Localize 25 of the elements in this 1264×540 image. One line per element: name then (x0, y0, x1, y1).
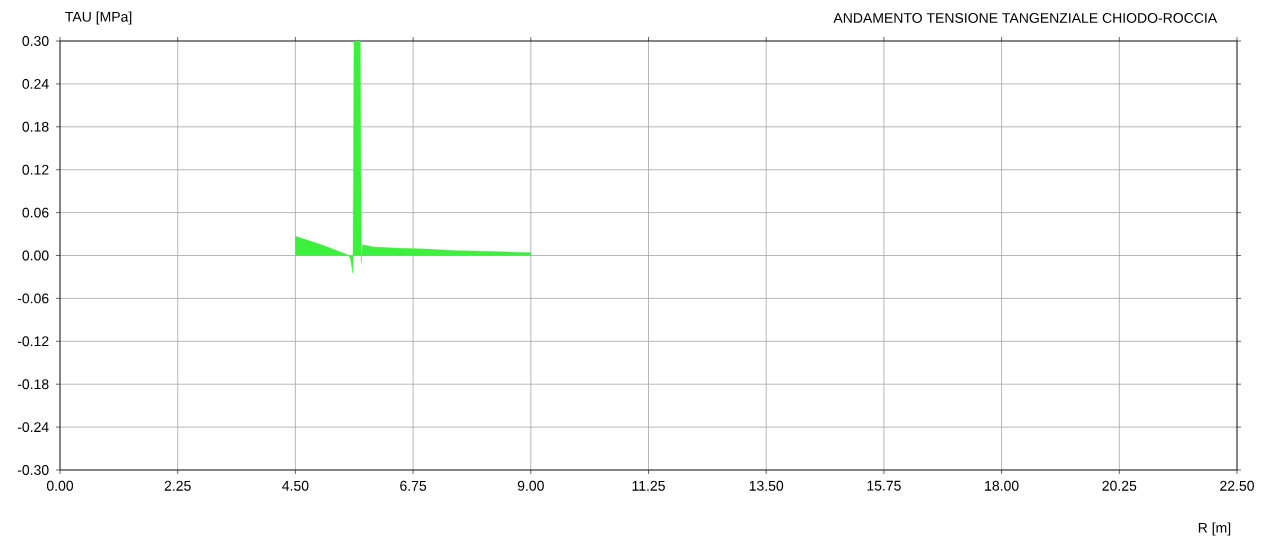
y-tick-label: -0.24 (17, 422, 49, 433)
x-tick-label: 13.50 (749, 480, 784, 491)
x-tick-label: 18.00 (985, 480, 1019, 491)
x-tick-label: 15.75 (867, 480, 901, 491)
x-tick-label: 22.50 (1220, 480, 1254, 491)
x-tick-label: 20.25 (1102, 480, 1137, 491)
x-tick-label: 6.75 (400, 480, 427, 491)
y-tick-label: -0.30 (17, 465, 49, 475)
y-tick-label: 0.24 (22, 78, 49, 89)
x-tick-label: 4.50 (282, 480, 309, 491)
y-tick-label: -0.18 (17, 379, 49, 390)
y-tick-label: 0.00 (22, 250, 49, 261)
chart-title: ANDAMENTO TENSIONE TANGENZIALE CHIODO-ROCCIA (833, 13, 1218, 23)
y-tick-label: -0.06 (17, 293, 49, 304)
y-tick-label: 0.12 (22, 164, 49, 175)
y-tick-label: 0.06 (22, 207, 49, 218)
y-axis-title: TAU [MPa] (65, 11, 132, 25)
y-tick-label: 0.30 (22, 36, 49, 46)
x-tick-label: 9.00 (517, 480, 544, 491)
y-tick-label: -0.12 (17, 336, 49, 347)
x-tick-label: 2.25 (164, 480, 191, 491)
x-tick-label: 11.25 (632, 480, 665, 491)
y-tick-label: 0.18 (22, 121, 49, 132)
x-tick-label: 0.00 (46, 480, 74, 491)
x-axis-title: R [m] (1198, 522, 1231, 536)
